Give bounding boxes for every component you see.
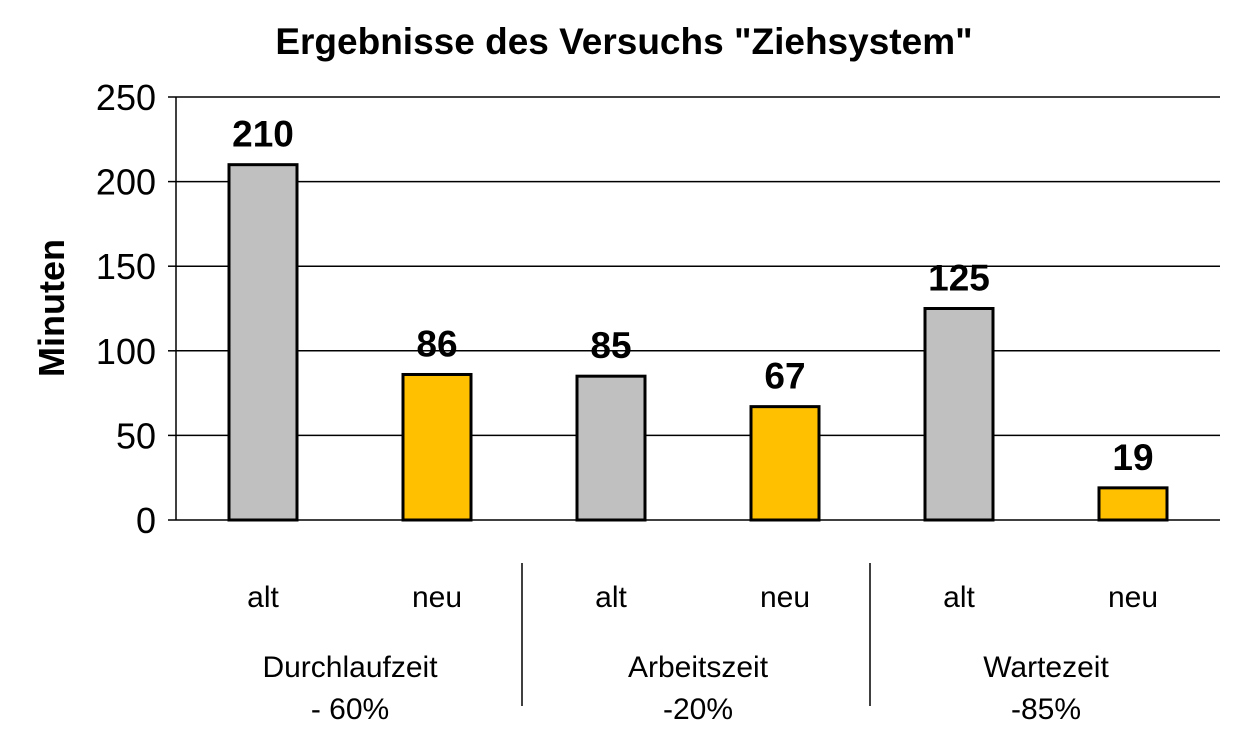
y-axis-ticks: 0 50 100 150 200 250 [96, 77, 176, 541]
group-label: Wartezeit [983, 651, 1109, 684]
category-labels: alt neu alt neu alt neu Durchlaufzeit - 60% Arbe… [247, 563, 1158, 726]
bar-alt [575, 374, 647, 522]
category-label: alt [943, 581, 975, 614]
y-tick-label: 50 [116, 415, 156, 456]
data-label: 86 [416, 323, 457, 364]
gridlines [176, 96, 1220, 437]
y-axis-label: Minuten [31, 239, 72, 377]
bar-neu [749, 405, 821, 522]
bars [227, 163, 1169, 522]
data-label: 19 [1112, 437, 1153, 478]
group-change-label: - 60% [311, 693, 389, 726]
y-tick-label: 100 [96, 331, 156, 372]
category-label: neu [412, 581, 462, 614]
group-change-label: -20% [663, 693, 733, 726]
chart-title: Ergebnisse des Versuchs "Ziehsystem" [275, 21, 972, 62]
bar-neu [1097, 486, 1169, 522]
bar-neu [401, 372, 473, 522]
data-label: 85 [590, 325, 631, 366]
category-label: neu [1108, 581, 1158, 614]
y-tick-label: 150 [96, 246, 156, 287]
bar-alt [923, 307, 995, 522]
category-label: alt [595, 581, 627, 614]
y-tick-label: 200 [96, 162, 156, 203]
category-label: neu [760, 581, 810, 614]
data-label: 210 [232, 114, 294, 155]
data-label: 125 [928, 258, 990, 299]
group-label: Durchlaufzeit [262, 651, 438, 684]
data-label: 67 [764, 356, 805, 397]
category-label: alt [247, 581, 279, 614]
y-tick-label: 0 [136, 500, 156, 541]
axes [175, 97, 1220, 521]
y-tick-label: 250 [96, 77, 156, 118]
bar-alt [227, 163, 299, 522]
data-labels: 210 86 85 67 125 19 [232, 114, 1153, 478]
group-label: Arbeitszeit [628, 651, 769, 684]
group-change-label: -85% [1011, 693, 1081, 726]
